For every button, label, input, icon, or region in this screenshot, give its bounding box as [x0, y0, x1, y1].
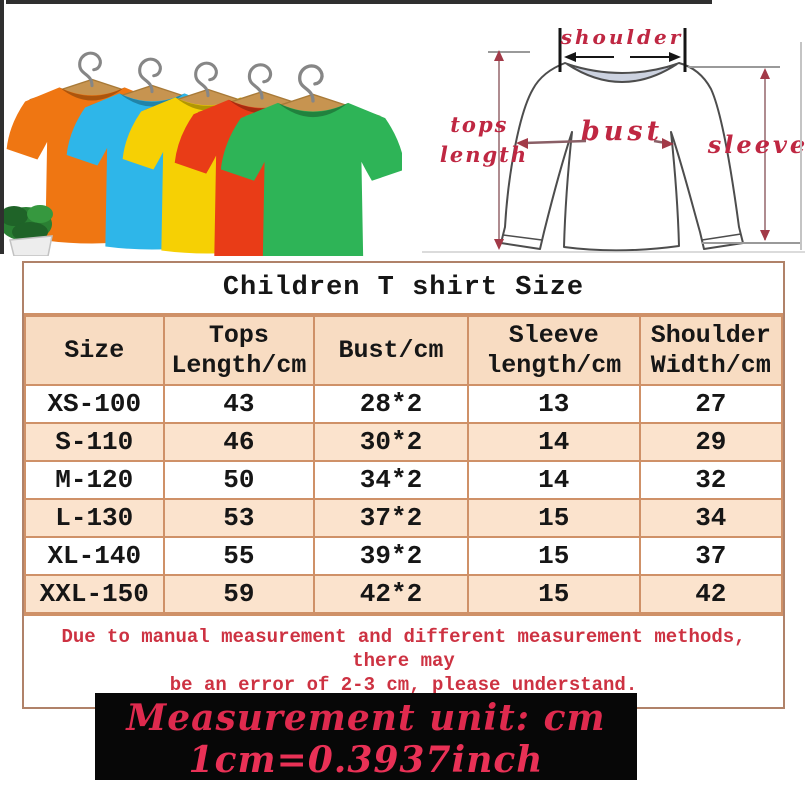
cell-bust: 37*2 — [313, 498, 469, 538]
table-row: L-130 53 37*2 15 34 — [24, 498, 784, 538]
cell-tops-length: 50 — [162, 460, 316, 500]
cell-size: XL-140 — [24, 536, 165, 576]
cell-sleeve-length: 13 — [466, 384, 641, 424]
tshirts-photo — [0, 51, 402, 256]
conversion-line: 1cm=0.3937inch — [188, 739, 544, 781]
cell-size: M-120 — [24, 460, 165, 500]
col-header-shoulder-width: Shoulder Width/cm — [638, 315, 784, 386]
table-title: Children T shirt Size — [24, 263, 783, 315]
label-tops-length: tops length — [440, 112, 528, 167]
photo-left-edge — [0, 0, 4, 254]
photo-top-edge — [6, 0, 712, 4]
col-header-tops-length: Tops Length/cm — [162, 315, 316, 386]
cell-tops-length: 43 — [162, 384, 316, 424]
col-header-bust: Bust/cm — [313, 315, 469, 386]
col-header-size: Size — [24, 315, 165, 386]
cell-tops-length: 46 — [162, 422, 316, 462]
label-bust: bust — [581, 116, 663, 147]
label-sleeve: sleeve — [707, 130, 805, 159]
table-row: XXL-150 59 42*2 15 42 — [24, 574, 784, 614]
table-row: S-110 46 30*2 14 29 — [24, 422, 784, 462]
cell-shoulder-width: 42 — [638, 574, 784, 614]
col-header-sleeve-length: Sleeve length/cm — [466, 315, 641, 386]
plant-decoration — [0, 205, 53, 256]
cell-size: S-110 — [24, 422, 165, 462]
cell-sleeve-length: 15 — [466, 574, 641, 614]
shirt-outline — [500, 62, 744, 252]
cell-bust: 30*2 — [313, 422, 469, 462]
cell-shoulder-width: 37 — [638, 536, 784, 576]
cell-shoulder-width: 34 — [638, 498, 784, 538]
table-row: XL-140 55 39*2 15 37 — [24, 536, 784, 576]
measurement-diagram: shoulder tops length bust sleeve — [422, 25, 805, 253]
cell-tops-length: 53 — [162, 498, 316, 538]
cell-size: XS-100 — [24, 384, 165, 424]
cell-shoulder-width: 27 — [638, 384, 784, 424]
size-table: Size Tops Length/cm Bust/cm Sleeve lengt… — [24, 315, 784, 614]
cell-sleeve-length: 14 — [466, 422, 641, 462]
cell-shoulder-width: 29 — [638, 422, 784, 462]
cell-shoulder-width: 32 — [638, 460, 784, 500]
label-shoulder: shoulder — [560, 25, 684, 49]
collar — [566, 63, 678, 83]
cell-bust: 28*2 — [313, 384, 469, 424]
table-row: XS-100 43 28*2 13 27 — [24, 384, 784, 424]
cell-bust: 39*2 — [313, 536, 469, 576]
cell-sleeve-length: 14 — [466, 460, 641, 500]
size-chart-table-wrap: Children T shirt Size Size Tops Length/c… — [22, 261, 785, 709]
cell-sleeve-length: 15 — [466, 498, 641, 538]
cell-tops-length: 59 — [162, 574, 316, 614]
cell-bust: 34*2 — [313, 460, 469, 500]
measurement-unit-box: Measurement unit: cm 1cm=0.3937inch — [95, 693, 637, 781]
cell-size: XXL-150 — [24, 574, 165, 614]
header-row: Size Tops Length/cm Bust/cm Sleeve lengt… — [24, 315, 784, 386]
cell-bust: 42*2 — [313, 574, 469, 614]
cell-sleeve-length: 15 — [466, 536, 641, 576]
unit-line: Measurement unit: cm — [126, 697, 606, 739]
measurement-disclaimer: Due to manual measurement and different … — [24, 614, 783, 707]
top-section: shoulder tops length bust sleeve — [0, 0, 805, 256]
cell-size: L-130 — [24, 498, 165, 538]
table-row: M-120 50 34*2 14 32 — [24, 460, 784, 500]
cell-tops-length: 55 — [162, 536, 316, 576]
